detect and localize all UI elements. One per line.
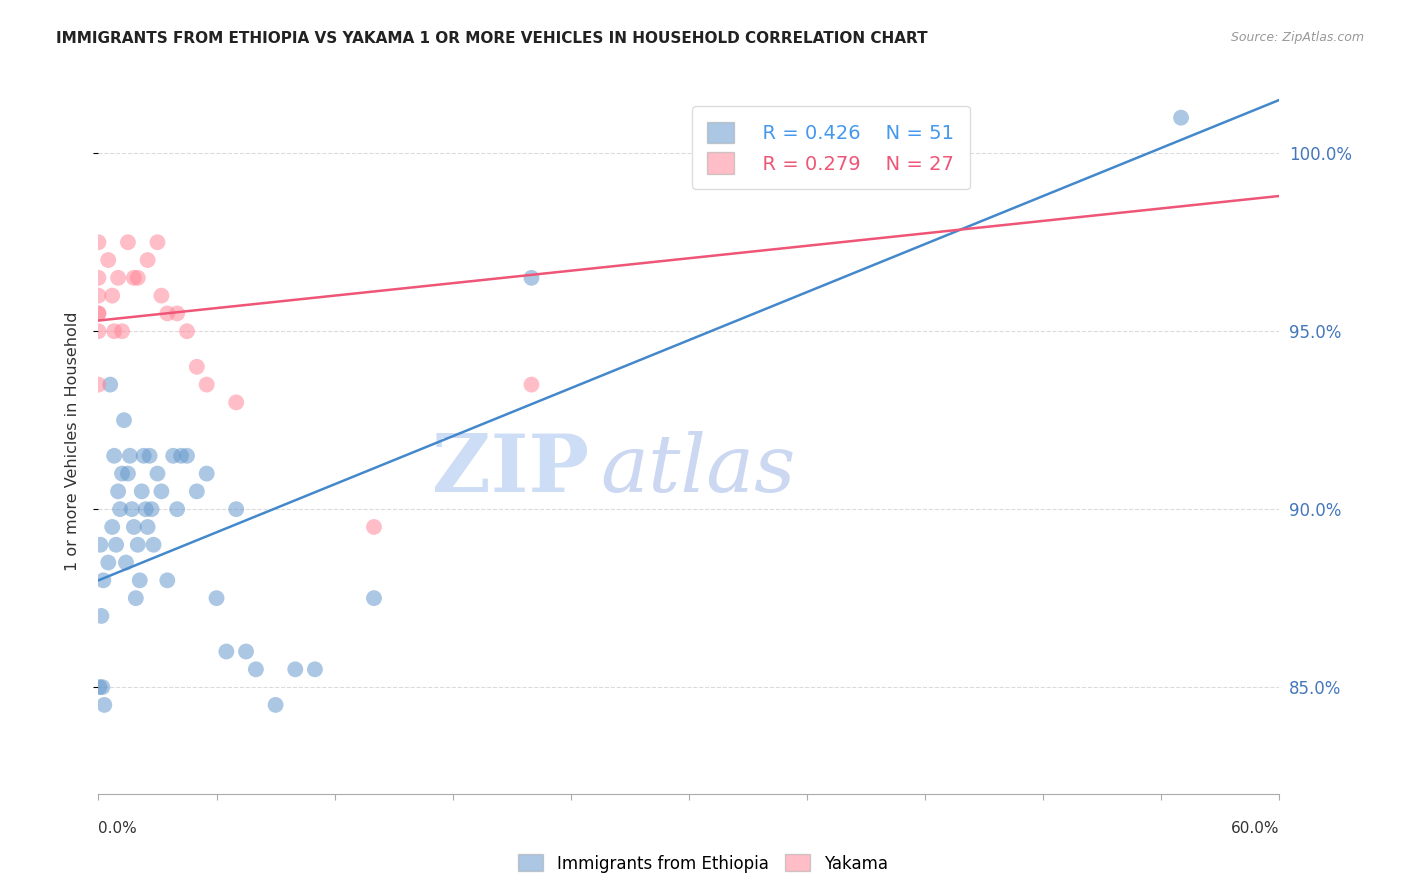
Point [122,270,145,285]
Point [103,324,125,338]
Point [225,502,247,516]
Point [284,662,307,676]
Text: Source: ZipAtlas.com: Source: ZipAtlas.com [1230,31,1364,45]
Point [117,467,139,481]
Point [103,449,125,463]
Point [186,484,208,499]
Point [875,111,897,125]
Point [108,502,131,516]
Point [117,235,139,250]
Point [101,288,124,302]
Text: atlas: atlas [600,431,796,508]
Point [112,413,135,427]
Point [176,324,198,338]
Point [91,680,114,694]
Point [166,306,188,320]
Point [89,538,111,552]
Point [136,520,159,534]
Point [111,324,134,338]
Point [87,377,110,392]
Point [156,574,179,588]
Y-axis label: 1 or more Vehicles in Household: 1 or more Vehicles in Household [65,312,80,571]
Point [105,538,128,552]
Point [107,270,129,285]
Point [87,324,110,338]
Point [520,270,543,285]
Point [93,698,115,712]
Point [162,449,184,463]
Point [225,395,247,409]
Point [87,306,110,320]
Point [121,502,143,516]
Point [101,520,124,534]
Text: 0.0%: 0.0% [98,821,138,836]
Point [128,574,150,588]
Point [215,644,238,658]
Point [90,609,112,624]
Point [127,270,149,285]
Point [97,556,120,570]
Point [186,359,208,374]
Point [146,467,169,481]
Text: 60.0%: 60.0% [1232,821,1279,836]
Point [87,288,110,302]
Point [235,644,257,658]
Point [205,591,228,606]
Legend:   R = 0.426    N = 51,   R = 0.279    N = 27: R = 0.426 N = 51, R = 0.279 N = 27 [692,106,970,189]
Point [363,591,385,606]
Point [127,538,149,552]
Point [166,502,188,516]
Point [98,377,121,392]
Point [118,449,141,463]
Point [170,449,193,463]
Point [141,502,163,516]
Point [138,449,160,463]
Point [156,306,179,320]
Point [195,377,218,392]
Point [111,467,134,481]
Point [150,484,173,499]
Point [93,574,115,588]
Point [125,591,148,606]
Point [97,253,120,268]
Point [107,484,129,499]
Point [304,662,326,676]
Point [87,306,110,320]
Point [87,235,110,250]
Point [363,520,385,534]
Point [176,449,198,463]
Point [87,270,110,285]
Point [142,538,165,552]
Point [150,288,173,302]
Point [146,235,169,250]
Point [132,449,155,463]
Point [1170,111,1192,125]
Point [135,502,157,516]
Point [264,698,287,712]
Point [245,662,267,676]
Point [115,556,138,570]
Legend: Immigrants from Ethiopia, Yakama: Immigrants from Ethiopia, Yakama [512,847,894,880]
Point [136,253,159,268]
Point [89,680,111,694]
Text: ZIP: ZIP [432,431,589,508]
Text: IMMIGRANTS FROM ETHIOPIA VS YAKAMA 1 OR MORE VEHICLES IN HOUSEHOLD CORRELATION C: IMMIGRANTS FROM ETHIOPIA VS YAKAMA 1 OR … [56,31,928,46]
Point [131,484,153,499]
Point [195,467,218,481]
Point [875,128,897,143]
Point [122,520,145,534]
Point [520,377,543,392]
